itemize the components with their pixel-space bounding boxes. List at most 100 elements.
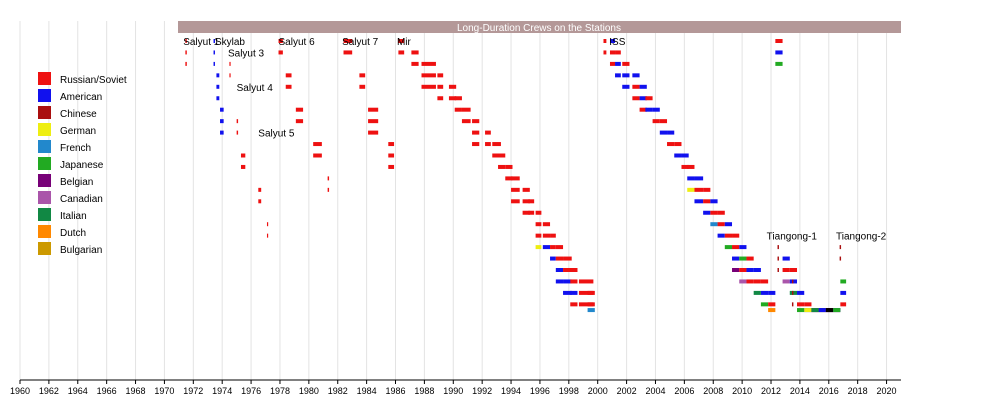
expedition-bar: [710, 199, 718, 204]
station-label: Salyut 3: [228, 48, 265, 59]
expedition-bar: [570, 268, 578, 272]
expedition-bar: [804, 302, 812, 307]
expedition-bar: [240, 164, 246, 169]
expedition-bar: [746, 279, 754, 284]
expedition-bar: [388, 164, 395, 169]
expedition-bar: [760, 302, 769, 307]
legend-label: American: [60, 92, 102, 103]
expedition-bar: [603, 50, 607, 55]
legend-swatch: [38, 89, 51, 102]
expedition-bar: [472, 142, 480, 147]
expedition-bar: [667, 142, 675, 147]
expedition-bar: [587, 302, 595, 307]
expedition-bar: [687, 187, 695, 192]
legend-swatch: [38, 140, 51, 153]
expedition-bar: [768, 290, 776, 295]
legend-label: Japanese: [60, 160, 104, 171]
expedition-bar: [266, 233, 269, 238]
expedition-bar: [505, 176, 513, 181]
expedition-bar: [839, 256, 842, 261]
expedition-bar: [615, 50, 621, 55]
expedition-bar: [746, 268, 754, 272]
legend-label: Belgian: [60, 177, 93, 188]
expedition-bar: [694, 199, 704, 204]
expedition-bar: [550, 233, 556, 238]
expedition-bar: [213, 39, 215, 43]
expedition-bar: [398, 39, 405, 43]
station-label: Tiangong-1: [767, 232, 818, 243]
expedition-bar: [492, 153, 501, 158]
station-label: Salyut 6: [279, 37, 316, 48]
expedition-bar: [674, 142, 682, 147]
expedition-bar: [760, 279, 769, 284]
expedition-bar: [622, 61, 630, 66]
expedition-bar: [775, 61, 783, 66]
x-tick-label: 1994: [501, 386, 521, 396]
expedition-bar: [498, 153, 506, 158]
expedition-bar: [522, 210, 530, 215]
expedition-bar: [587, 308, 595, 313]
expedition-bar: [388, 142, 395, 147]
title-bar: [178, 21, 901, 33]
x-tick-label: 1970: [154, 386, 174, 396]
vertical-gridlines: [19, 21, 888, 380]
expedition-bar: [278, 39, 283, 43]
x-tick-label: 2020: [877, 386, 897, 396]
expedition-bar: [639, 84, 647, 89]
expedition-bar: [622, 84, 630, 89]
expedition-bar: [535, 222, 542, 227]
expedition-bar: [220, 107, 224, 112]
expedition-bar: [185, 39, 187, 43]
expedition-bar: [511, 176, 520, 181]
expedition-bar: [213, 61, 215, 66]
expedition-bar: [724, 233, 733, 238]
expedition-bar: [687, 176, 695, 181]
expedition-bar: [694, 176, 704, 181]
station-label: Skylab: [215, 37, 245, 48]
expedition-bar: [587, 290, 595, 295]
legend: Russian/Soviet American Chinese German Frenc…: [38, 72, 127, 256]
expedition-bar: [555, 256, 564, 261]
expedition-bar: [789, 268, 798, 272]
expedition-bar: [791, 302, 794, 307]
expedition-bar: [411, 61, 419, 66]
expedition-bar: [522, 187, 530, 192]
expedition-bar: [528, 199, 535, 204]
expedition-bars: [185, 39, 847, 313]
expedition-bar: [437, 84, 444, 89]
expedition-bar: [659, 119, 668, 124]
expedition-bar: [266, 222, 269, 227]
expedition-bar: [775, 39, 783, 43]
expedition-bar: [615, 73, 621, 78]
expedition-bar: [739, 268, 747, 272]
expedition-bar: [797, 308, 805, 313]
expedition-bar: [717, 210, 725, 215]
expedition-bar: [542, 245, 551, 250]
expedition-bar: [833, 308, 841, 313]
expedition-bar: [295, 107, 304, 112]
legend-swatch: [38, 72, 51, 85]
expedition-bar: [236, 119, 239, 124]
expedition-bar: [343, 50, 353, 55]
expedition-bar: [535, 233, 542, 238]
expedition-bar: [535, 210, 542, 215]
expedition-bar: [505, 164, 513, 169]
expedition-bar: [472, 130, 480, 135]
expedition-bar: [839, 245, 842, 250]
legend-swatch: [38, 191, 51, 204]
expedition-bar: [694, 187, 704, 192]
expedition-bar: [229, 61, 231, 66]
expedition-bar: [563, 290, 572, 295]
legend-swatch: [38, 242, 51, 255]
expedition-bar: [632, 73, 640, 78]
station-label: Salyut 4: [237, 83, 274, 94]
expedition-bar: [791, 279, 794, 284]
x-tick-label: 1974: [212, 386, 232, 396]
expedition-bar: [717, 233, 725, 238]
expedition-bar: [609, 61, 616, 66]
x-tick-label: 1992: [472, 386, 492, 396]
expedition-bar: [674, 153, 682, 158]
legend-label: Russian/Soviet: [60, 75, 127, 86]
expedition-bar: [485, 130, 491, 135]
x-tick-label: 1966: [97, 386, 117, 396]
